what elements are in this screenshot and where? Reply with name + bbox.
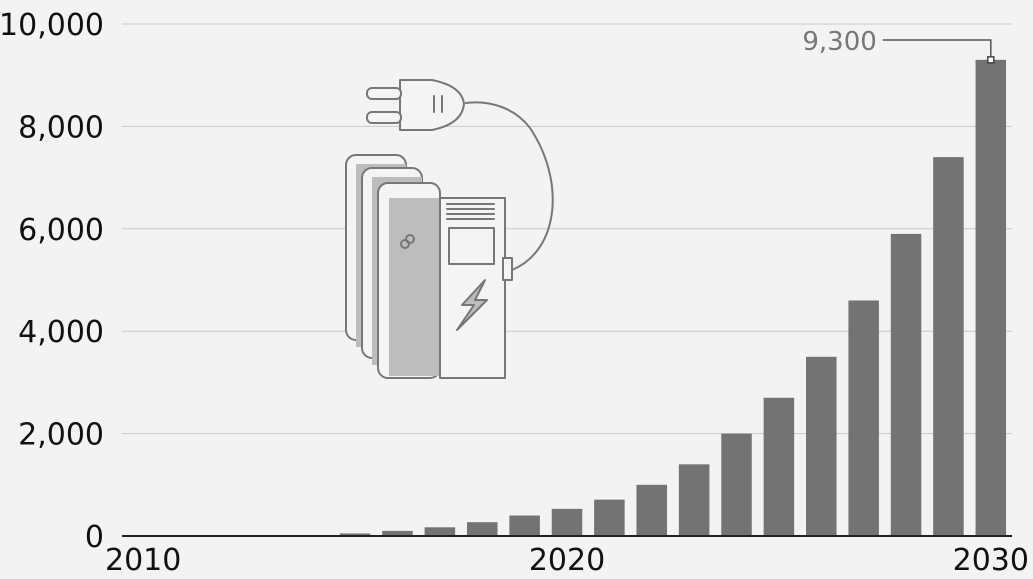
y-tick-label: 8,000 [18,110,104,145]
bar-2026 [806,356,837,536]
bar-2021 [594,499,625,536]
bar-2028 [890,233,922,537]
annotation-leader-line [882,39,992,57]
bar-2022 [636,484,668,536]
bar-2017 [424,527,456,536]
y-tick-label: 10,000 [0,8,104,43]
y-tick-label: 2,000 [18,418,104,453]
bar-2030 [975,59,1007,537]
max-value-annotation: 9,300 [802,27,995,64]
y-tick-label: 4,000 [18,315,104,350]
bar-2025 [763,397,795,536]
bars [297,59,1007,537]
bar-2027 [848,300,879,536]
y-tick-label: 0 [85,520,104,555]
bar-2024 [721,433,752,536]
bar-2020 [551,508,583,536]
bar-2018 [466,522,498,536]
annotation-marker [987,56,995,64]
bar-2019 [509,515,540,536]
x-tick-label: 2030 [953,543,1029,575]
bar-2015 [339,533,371,536]
annotation-label: 9,300 [802,27,876,57]
bar-2016 [382,530,413,536]
x-tick-label: 2020 [529,543,605,575]
y-tick-label: 6,000 [18,213,104,248]
ev-charging-station-with-battery-packs-icon [345,79,554,379]
y-axis-tick-labels: 0 2,000 4,000 6,000 8,000 10,000 [0,8,104,555]
x-axis-tick-labels: 2010 2020 2030 [105,543,1029,578]
bar-2023 [678,464,710,536]
x-tick-label: 2010 [105,543,181,575]
bar-2029 [933,157,964,536]
